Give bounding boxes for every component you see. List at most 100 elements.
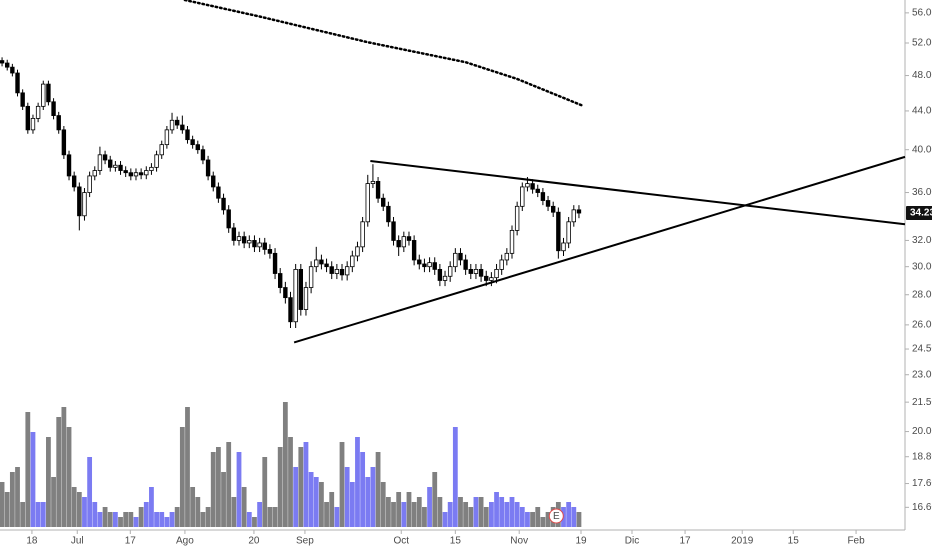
volume-bar bbox=[252, 517, 257, 527]
volume-bar bbox=[46, 437, 51, 527]
candle-body bbox=[571, 209, 577, 223]
x-tick-label: 17 bbox=[679, 536, 691, 547]
volume-bar bbox=[488, 502, 494, 527]
event-label: E bbox=[553, 511, 560, 522]
volume-bar bbox=[473, 497, 479, 527]
candle-body bbox=[278, 273, 283, 288]
candle-body bbox=[15, 72, 20, 94]
candle-body bbox=[226, 209, 231, 229]
volume-bar bbox=[391, 502, 396, 527]
x-tick-label: 19 bbox=[575, 536, 587, 547]
candle-body bbox=[370, 180, 376, 184]
candle-body bbox=[535, 188, 540, 193]
volume-bar bbox=[504, 502, 510, 527]
candle-body bbox=[324, 263, 329, 268]
candle-body bbox=[463, 259, 468, 270]
candle-body bbox=[216, 186, 221, 199]
volume-bar bbox=[4, 492, 10, 527]
candle-body bbox=[180, 124, 185, 131]
candle-body bbox=[211, 175, 216, 188]
y-tick-label: 36.00 bbox=[912, 187, 932, 198]
candle-body bbox=[61, 129, 67, 156]
volume-bar bbox=[576, 512, 582, 527]
y-tick-label: 26.00 bbox=[912, 320, 932, 331]
volume-bar bbox=[195, 497, 201, 527]
candle-body bbox=[97, 154, 103, 171]
candle-body bbox=[154, 154, 159, 168]
candle-body bbox=[164, 129, 170, 146]
volume-bar bbox=[76, 492, 82, 527]
candle-body bbox=[25, 105, 31, 131]
candle-body bbox=[401, 236, 407, 248]
volume-bar bbox=[499, 497, 505, 527]
y-tick-label: 23.00 bbox=[912, 369, 932, 380]
candle-body bbox=[530, 183, 535, 190]
y-tick-label: 17.60 bbox=[912, 478, 932, 489]
volume-bar bbox=[514, 502, 520, 527]
candle-body bbox=[319, 259, 324, 265]
volume-bar bbox=[200, 512, 206, 527]
candle-body bbox=[41, 83, 46, 107]
candle-body bbox=[174, 119, 180, 126]
volume-bar bbox=[35, 502, 41, 527]
volume-bar bbox=[154, 512, 159, 527]
volume-bar bbox=[241, 487, 247, 527]
candle-body bbox=[113, 164, 118, 168]
volume-bar bbox=[112, 512, 118, 527]
volume-bar bbox=[66, 427, 72, 527]
candle-body bbox=[288, 297, 293, 323]
candle-body bbox=[484, 275, 489, 281]
y-tick-label: 52.00 bbox=[912, 38, 932, 49]
candle-body bbox=[344, 266, 350, 276]
candle-body bbox=[489, 277, 494, 281]
candle-body bbox=[406, 236, 412, 241]
candle-body bbox=[247, 240, 252, 244]
candle-body bbox=[556, 211, 561, 252]
candle-body bbox=[10, 66, 15, 74]
volume-bar bbox=[509, 497, 515, 527]
volume-bar bbox=[221, 472, 226, 527]
volume-bar bbox=[452, 427, 458, 527]
volume-bar bbox=[92, 502, 98, 527]
volume-bar bbox=[468, 507, 474, 527]
candle-body bbox=[509, 229, 515, 254]
x-tick-label: Feb bbox=[847, 536, 865, 547]
volume-bar bbox=[545, 512, 551, 527]
volume-bar bbox=[437, 497, 443, 527]
candle-body bbox=[576, 209, 582, 214]
volume-bar bbox=[339, 442, 345, 527]
candle-body bbox=[437, 268, 443, 281]
candle-body bbox=[66, 154, 72, 177]
x-tick-label: 15 bbox=[450, 536, 462, 547]
candle-body bbox=[46, 83, 51, 103]
volume-bar bbox=[406, 492, 412, 527]
candle-body bbox=[386, 205, 391, 223]
y-tick-label: 20.00 bbox=[912, 426, 932, 437]
y-tick-label: 18.80 bbox=[912, 451, 932, 462]
candle-body bbox=[51, 101, 56, 116]
candle-body bbox=[123, 170, 128, 174]
candle-body bbox=[293, 268, 298, 323]
candle-body bbox=[525, 183, 530, 188]
volume-bar bbox=[277, 447, 283, 527]
y-tick-label: 44.00 bbox=[912, 106, 932, 117]
volume-bar bbox=[375, 452, 381, 527]
volume-bar bbox=[179, 427, 185, 527]
candle-body bbox=[169, 119, 175, 131]
moving-average bbox=[183, 0, 584, 107]
volume-bar bbox=[25, 412, 31, 527]
event-marker bbox=[548, 508, 564, 524]
candle-body bbox=[520, 186, 525, 207]
candle-body bbox=[561, 242, 566, 252]
candle-body bbox=[478, 268, 484, 277]
x-tick-label: Oct bbox=[393, 536, 409, 547]
x-tick-label: 2019 bbox=[731, 536, 754, 547]
volume-bar bbox=[530, 512, 535, 527]
candle-body bbox=[381, 197, 386, 207]
candle-body bbox=[550, 205, 556, 213]
candle-body bbox=[257, 242, 262, 248]
volume-bar bbox=[396, 492, 402, 527]
candle-body bbox=[0, 60, 5, 64]
volume-bar bbox=[370, 467, 376, 527]
candle-body bbox=[102, 154, 108, 161]
